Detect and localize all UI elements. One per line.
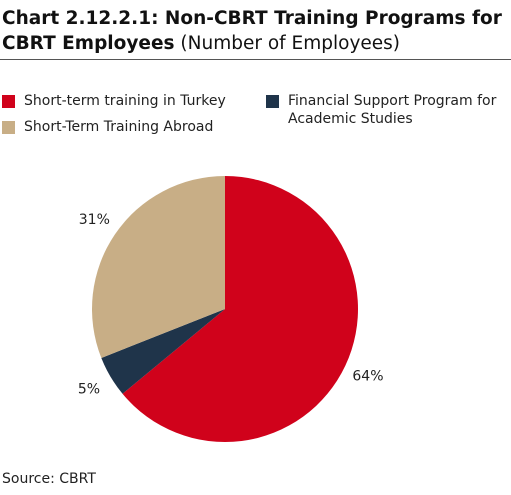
chart-title: Chart 2.12.2.1: Non-CBRT Training Progra…	[2, 8, 502, 54]
legend-label: Financial Support Program for Academic S…	[288, 93, 497, 127]
legend-item: Short-Term Training Abroad	[2, 118, 284, 136]
legend-swatch	[2, 95, 15, 108]
legend-item: Short-term training in Turkey	[2, 92, 284, 110]
legend-label: Short-Term Training Abroad	[24, 119, 214, 135]
data-label: 5%	[78, 381, 100, 397]
data-label: 31%	[79, 212, 110, 228]
legend-swatch	[266, 95, 279, 108]
legend-item: Financial Support Program for Academic S…	[266, 92, 511, 128]
source: Source: CBRT	[2, 471, 96, 487]
legend-swatch	[2, 121, 15, 134]
title-rule	[0, 59, 511, 60]
pie-slice	[122, 176, 358, 442]
pie-slice	[101, 309, 225, 394]
data-label: 64%	[352, 368, 383, 384]
legend-label: Short-term training in Turkey	[24, 93, 226, 109]
title-block: Chart 2.12.2.1: Non-CBRT Training Progra…	[2, 6, 507, 56]
chart-subtitle: (Number of Employees)	[180, 33, 401, 54]
pie-slice	[92, 176, 226, 358]
